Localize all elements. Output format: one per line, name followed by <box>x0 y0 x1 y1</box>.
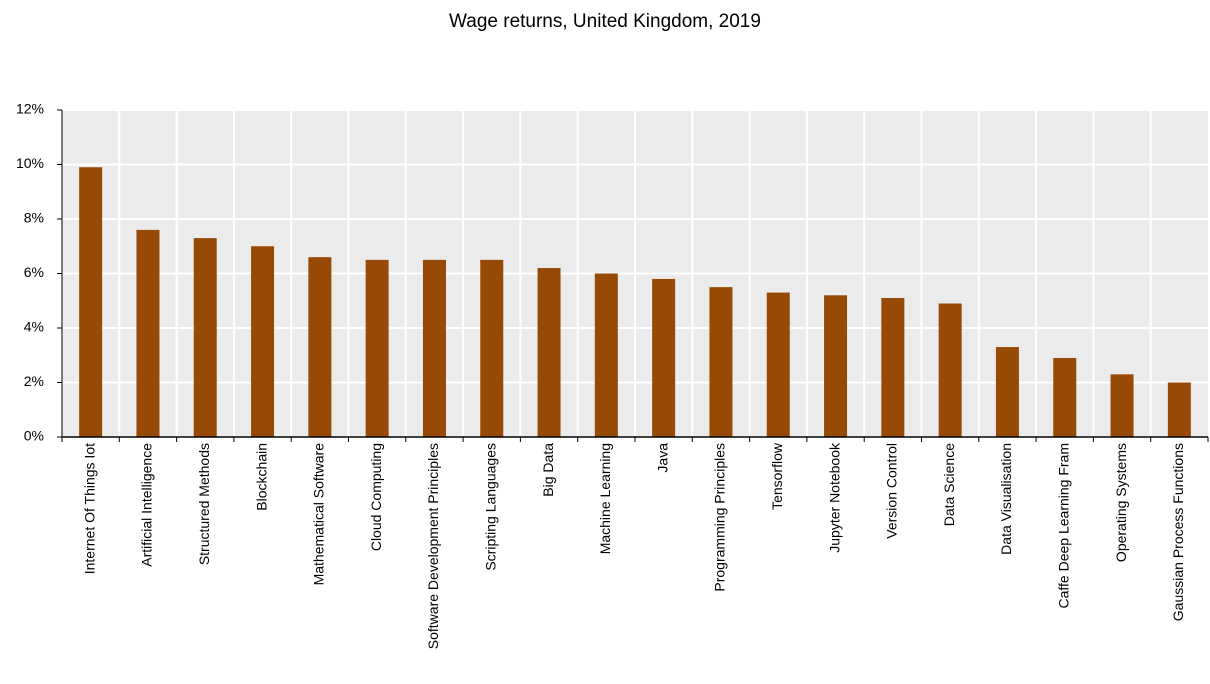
x-tick-label: Mathematical Software <box>311 443 327 586</box>
x-tick-label: Operating Systems <box>1113 443 1129 562</box>
bar <box>251 246 275 437</box>
x-tick-label: Version Control <box>884 443 900 539</box>
bar <box>422 259 446 437</box>
y-tick-label: 4% <box>24 319 44 335</box>
bar <box>824 295 848 437</box>
x-tick-label: Programming Principles <box>712 443 728 592</box>
bar <box>1167 382 1191 437</box>
bar <box>308 257 332 437</box>
bar <box>652 278 676 437</box>
y-tick-label: 10% <box>16 155 44 171</box>
bar <box>480 259 504 437</box>
x-tick-label: Tensorflow <box>769 442 785 510</box>
bar <box>1110 374 1134 437</box>
bar <box>136 229 160 437</box>
x-tick-label: Big Data <box>540 443 556 497</box>
x-tick-label: Structured Methods <box>196 443 212 565</box>
x-tick-label: Internet Of Things Iot <box>81 443 97 574</box>
x-tick-label: Cloud Computing <box>368 443 384 551</box>
y-tick-label: 12% <box>16 101 44 117</box>
bar <box>365 259 389 437</box>
bar <box>79 167 103 437</box>
bar <box>938 303 962 437</box>
bar <box>1053 357 1077 437</box>
x-tick-label: Data Visualisation <box>998 443 1014 555</box>
x-tick-label: Caffe Deep Learning Fram <box>1055 443 1071 609</box>
bar <box>766 292 790 437</box>
bar <box>995 347 1019 437</box>
bar <box>709 287 733 437</box>
bar <box>594 273 618 437</box>
x-tick-label: Jupyter Notebook <box>826 442 842 553</box>
y-tick-label: 6% <box>24 264 44 280</box>
x-tick-label: Machine Learning <box>597 443 613 554</box>
bar <box>537 268 561 437</box>
y-tick-label: 8% <box>24 210 44 226</box>
x-tick-label: Scripting Languages <box>482 443 498 571</box>
x-tick-label: Java <box>654 443 670 473</box>
chart-title: Wage returns, United Kingdom, 2019 <box>449 11 761 32</box>
bar <box>193 238 217 437</box>
y-tick-label: 0% <box>24 428 44 444</box>
bar <box>881 298 905 437</box>
x-tick-label: Gaussian Process Functions <box>1170 443 1186 621</box>
x-tick-label: Artificial Intelligence <box>139 443 155 567</box>
x-tick-label: Data Science <box>941 443 957 526</box>
x-tick-label: Software Development Principles <box>425 443 441 649</box>
y-tick-label: 2% <box>24 373 44 389</box>
x-tick-label: Blockchain <box>253 443 269 511</box>
